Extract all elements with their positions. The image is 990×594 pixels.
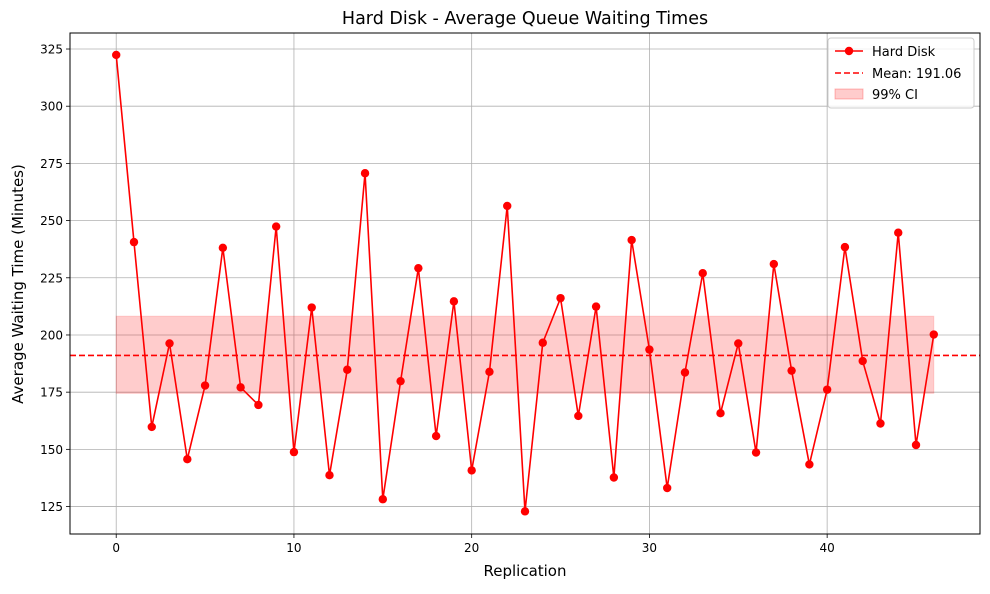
y-axis: 125 150 175 200 225 250 275 300 325 (40, 43, 70, 514)
data-point (858, 356, 867, 366)
data-point (876, 419, 885, 428)
data-point (822, 385, 832, 394)
data-point (147, 422, 156, 432)
x-tick-label: 20 (464, 541, 479, 555)
data-point (307, 303, 316, 312)
data-point (840, 242, 850, 252)
y-tick-label: 225 (40, 271, 63, 285)
legend-ci-label: 99% CI (872, 88, 918, 103)
y-tick-label: 275 (40, 157, 63, 171)
data-point (734, 339, 743, 348)
data-point (503, 201, 512, 211)
data-point (343, 365, 352, 374)
data-point (183, 454, 192, 464)
data-point (200, 381, 210, 390)
legend-ci-swatch (834, 88, 864, 100)
data-point (485, 367, 494, 377)
y-tick-label: 150 (40, 443, 63, 457)
data-point (769, 259, 779, 269)
data-point (378, 495, 388, 504)
y-tick-label: 250 (40, 214, 63, 228)
data-point (929, 330, 938, 339)
data-point (431, 431, 441, 441)
legend-series-marker (844, 46, 854, 56)
data-point (520, 507, 530, 516)
y-tick-label: 125 (40, 500, 63, 514)
series-layer (112, 50, 938, 516)
data-point (236, 383, 245, 392)
data-point (414, 263, 423, 273)
data-point (716, 409, 725, 418)
x-tick-label: 30 (642, 541, 657, 555)
data-point (698, 269, 707, 278)
data-point (271, 222, 281, 231)
plot-frame (69, 32, 981, 535)
data-point (680, 368, 690, 377)
data-point (662, 483, 672, 493)
legend-box (827, 37, 975, 109)
data-point (591, 302, 601, 311)
data-point (627, 235, 636, 245)
data-point (894, 228, 903, 237)
legend: Hard Disk Mean: 191.06 99% CI (827, 37, 975, 109)
data-point (218, 243, 228, 253)
data-point (645, 345, 654, 354)
chart-title: Hard Disk - Average Queue Waiting Times (342, 9, 708, 29)
y-axis-label: Average Waiting Time (Minutes) (9, 164, 27, 404)
data-point (467, 466, 476, 475)
x-tick-label: 40 (820, 541, 835, 555)
data-point (325, 471, 334, 480)
data-point (254, 400, 263, 410)
legend-series-label: Hard Disk (872, 45, 936, 60)
series-line (115, 54, 935, 513)
data-point (112, 50, 121, 60)
data-point (805, 460, 814, 469)
data-point (911, 440, 921, 450)
legend-mean-label: Mean: 191.06 (872, 67, 961, 82)
x-tick-label: 10 (286, 541, 301, 555)
y-tick-label: 300 (40, 100, 63, 114)
x-tick-label: 0 (112, 541, 120, 555)
data-point (787, 366, 796, 375)
data-point (751, 448, 761, 457)
data-point (574, 411, 583, 421)
data-point (129, 237, 139, 247)
data-point (449, 297, 459, 306)
x-axis-label: Replication (483, 562, 566, 580)
x-axis: 0 10 20 30 40 (112, 534, 835, 555)
data-point (609, 473, 619, 482)
y-tick-label: 325 (40, 43, 63, 57)
data-point (165, 339, 174, 348)
data-point (360, 169, 370, 178)
y-tick-label: 175 (40, 386, 63, 400)
data-point (556, 293, 565, 303)
y-tick-label: 200 (40, 328, 63, 342)
data-point (396, 376, 405, 386)
data-point (289, 447, 299, 457)
data-point (538, 338, 547, 347)
